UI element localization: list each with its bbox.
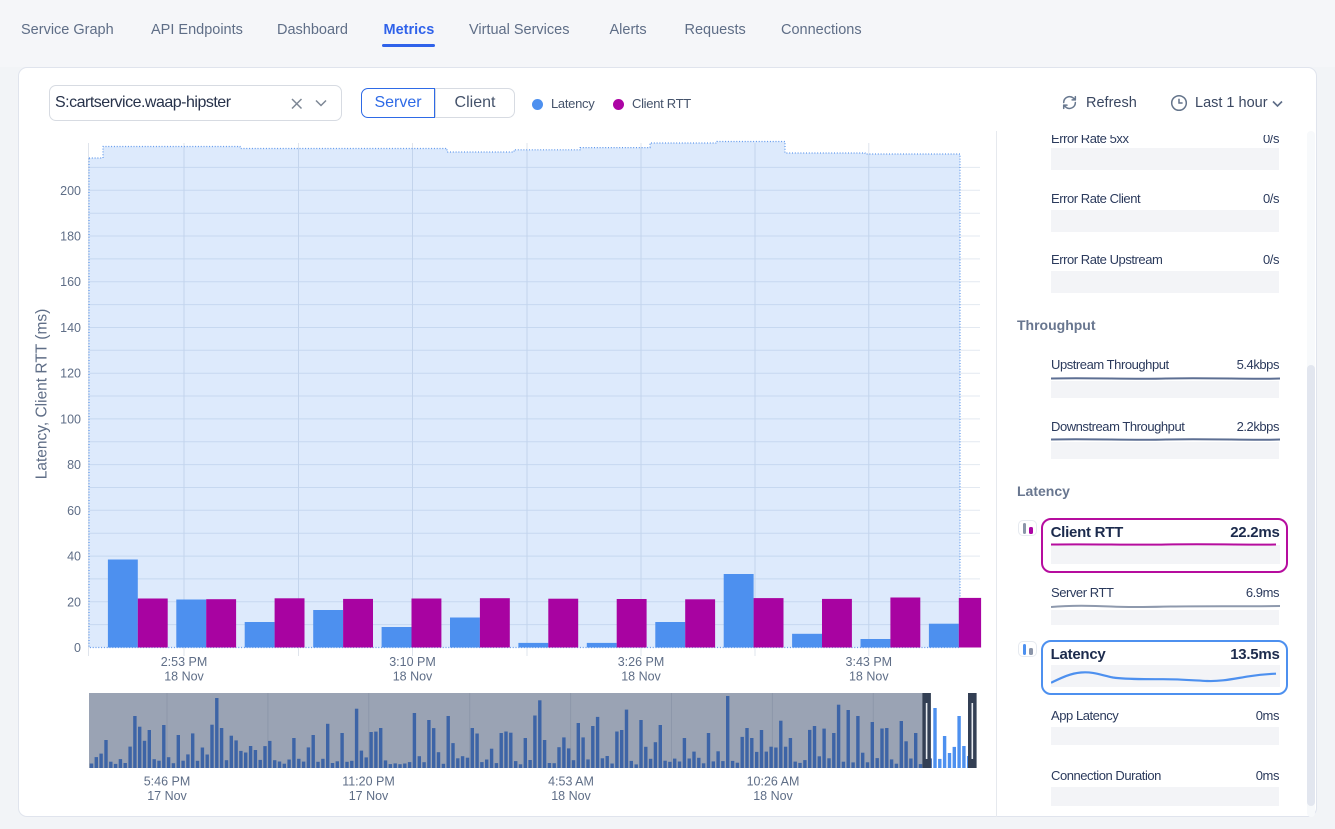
svg-text:11:20 PM: 11:20 PM xyxy=(342,775,395,789)
svg-text:Latency, Client RTT (ms): Latency, Client RTT (ms) xyxy=(34,309,51,480)
svg-text:18 Nov: 18 Nov xyxy=(393,670,433,684)
svg-text:140: 140 xyxy=(60,321,81,335)
svg-text:17 Nov: 17 Nov xyxy=(147,789,187,803)
svg-text:80: 80 xyxy=(67,458,81,472)
svg-text:180: 180 xyxy=(60,230,81,244)
svg-text:100: 100 xyxy=(60,412,81,426)
svg-text:17 Nov: 17 Nov xyxy=(349,789,389,803)
svg-text:40: 40 xyxy=(67,550,81,564)
svg-text:18 Nov: 18 Nov xyxy=(164,670,204,684)
svg-text:5:46 PM: 5:46 PM xyxy=(144,775,191,789)
svg-text:200: 200 xyxy=(60,184,81,198)
svg-text:0: 0 xyxy=(74,641,81,655)
svg-text:20: 20 xyxy=(67,595,81,609)
svg-text:3:43 PM: 3:43 PM xyxy=(846,655,893,669)
svg-text:2:53 PM: 2:53 PM xyxy=(161,655,208,669)
svg-text:10:26 AM: 10:26 AM xyxy=(747,775,800,789)
svg-text:3:10 PM: 3:10 PM xyxy=(389,655,436,669)
svg-text:120: 120 xyxy=(60,367,81,381)
svg-text:4:53 AM: 4:53 AM xyxy=(548,775,594,789)
svg-text:160: 160 xyxy=(60,275,81,289)
svg-text:60: 60 xyxy=(67,504,81,518)
svg-text:18 Nov: 18 Nov xyxy=(849,670,889,684)
svg-text:18 Nov: 18 Nov xyxy=(621,670,661,684)
svg-text:18 Nov: 18 Nov xyxy=(753,789,793,803)
svg-text:18 Nov: 18 Nov xyxy=(551,789,591,803)
svg-text:3:26 PM: 3:26 PM xyxy=(618,655,665,669)
